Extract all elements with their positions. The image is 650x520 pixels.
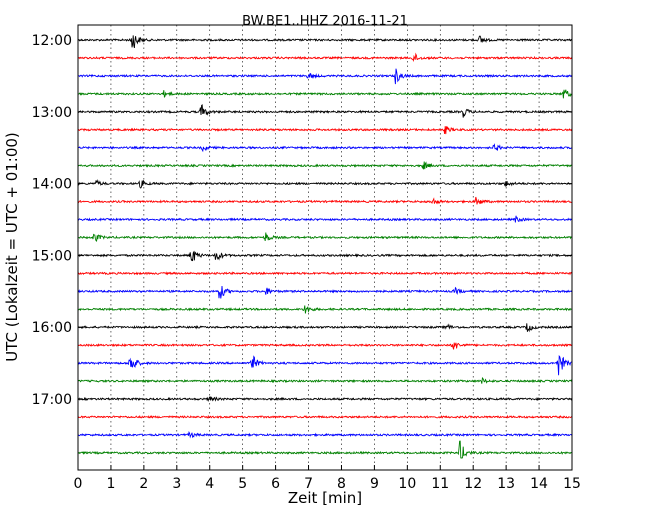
x-tick-label: 11 bbox=[431, 476, 449, 492]
y-tick-label: 17:00 bbox=[32, 392, 72, 408]
x-tick-label: 5 bbox=[238, 476, 247, 492]
x-tick-label: 15 bbox=[563, 476, 581, 492]
trace-1730 bbox=[77, 431, 573, 439]
x-tick-label: 14 bbox=[530, 476, 548, 492]
x-tick-label: 2 bbox=[139, 476, 148, 492]
y-tick-label: 12:00 bbox=[32, 33, 72, 49]
y-tick-label: 14:00 bbox=[32, 177, 72, 193]
x-tick-label: 3 bbox=[172, 476, 181, 492]
trace-1445 bbox=[77, 232, 572, 242]
x-tick-label: 1 bbox=[106, 476, 115, 492]
trace-1545 bbox=[77, 305, 572, 314]
grid-lines bbox=[110, 25, 540, 470]
trace-1645 bbox=[77, 377, 573, 384]
trace-1630 bbox=[77, 355, 572, 376]
y-axis: 12:00 13:00 14:00 15:00 16:00 17:00 bbox=[32, 33, 572, 408]
chart-title: BW.BE1..HHZ 2016-11-21 bbox=[242, 14, 408, 29]
trace-1215 bbox=[77, 52, 573, 62]
y-tick-label: 16:00 bbox=[32, 320, 72, 336]
trace-1230 bbox=[77, 68, 573, 85]
x-tick-label: 10 bbox=[398, 476, 416, 492]
x-tick-label: 0 bbox=[74, 476, 83, 492]
trace-1700 bbox=[77, 395, 573, 403]
trace-group bbox=[77, 35, 573, 459]
x-tick-label: 13 bbox=[497, 476, 515, 492]
trace-1200 bbox=[77, 35, 573, 49]
trace-1245 bbox=[77, 89, 573, 99]
y-tick-label: 13:00 bbox=[32, 105, 72, 121]
x-tick-label: 8 bbox=[337, 476, 346, 492]
y-axis-label: UTC (Lokalzeit = UTC + 01:00) bbox=[3, 132, 21, 362]
trace-1500 bbox=[77, 250, 573, 262]
plot-frame bbox=[77, 24, 573, 471]
trace-1615 bbox=[77, 342, 573, 350]
y-tick-label: 15:00 bbox=[32, 248, 72, 264]
trace-1600 bbox=[77, 323, 573, 333]
trace-1530 bbox=[77, 285, 573, 299]
trace-1745 bbox=[77, 440, 572, 459]
x-tick-label: 12 bbox=[464, 476, 482, 492]
x-axis: 0 1 2 3 4 5 6 7 8 9 10 11 12 13 14 15 bbox=[74, 465, 581, 492]
x-tick-label: 7 bbox=[304, 476, 313, 492]
trace-1515 bbox=[77, 271, 573, 276]
trace-1345 bbox=[77, 161, 573, 170]
trace-1315 bbox=[77, 126, 573, 135]
trace-1415 bbox=[77, 196, 572, 205]
trace-1330 bbox=[77, 143, 572, 153]
x-axis-label: Zeit [min] bbox=[288, 489, 362, 507]
trace-1430 bbox=[77, 215, 573, 223]
x-tick-label: 9 bbox=[370, 476, 379, 492]
x-tick-label: 6 bbox=[271, 476, 280, 492]
trace-1400 bbox=[77, 179, 572, 189]
trace-1300 bbox=[77, 104, 573, 118]
x-tick-label: 4 bbox=[205, 476, 214, 492]
trace-1715 bbox=[77, 414, 573, 419]
